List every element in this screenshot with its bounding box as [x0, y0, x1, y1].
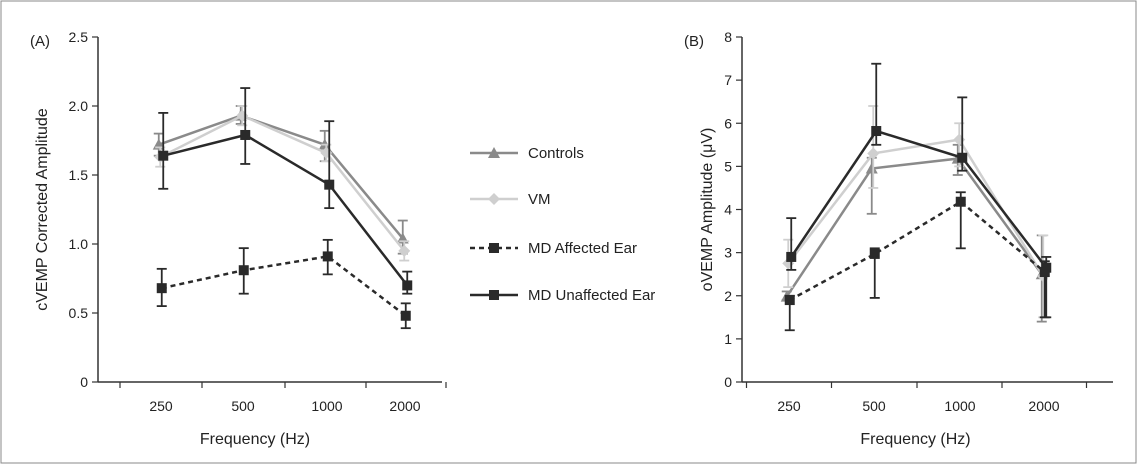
- series-line: [787, 138, 1045, 277]
- series-line: [785, 157, 1043, 298]
- legend-marker: [488, 193, 500, 205]
- data-point: [867, 147, 880, 160]
- series-line: [162, 133, 409, 287]
- y-tick-label: 4: [724, 202, 732, 218]
- legend-item-md-unaffected-ear: MD Unaffected Ear: [470, 287, 655, 304]
- legend-label: MD Affected Ear: [528, 240, 637, 257]
- y-tick-label: 0: [80, 374, 88, 390]
- data-point: [400, 310, 411, 321]
- data-point: [865, 162, 878, 174]
- series-md-unaffected-ear: [158, 87, 413, 295]
- y-tick-label: 8: [724, 29, 732, 45]
- data-point: [158, 150, 169, 161]
- x-tick-label: 500: [862, 398, 886, 414]
- y-tick-label: 2.0: [69, 98, 89, 114]
- series-line: [158, 114, 404, 240]
- y-tick-label: 1.0: [69, 236, 89, 252]
- data-point: [322, 251, 333, 262]
- x-tick-label: 250: [149, 398, 173, 414]
- legend-label: Controls: [528, 145, 584, 162]
- series-md-unaffected-ear: [786, 62, 1052, 319]
- series-controls: [780, 143, 1048, 323]
- legend-label: MD Unaffected Ear: [528, 287, 655, 304]
- y-tick-label: 2: [724, 288, 732, 304]
- legend-item-md-affected-ear: MD Affected Ear: [470, 240, 637, 257]
- series-controls: [152, 105, 409, 255]
- data-point: [156, 283, 167, 294]
- data-point: [784, 295, 795, 306]
- panel-label: (A): [30, 33, 50, 50]
- series-line: [790, 129, 1048, 269]
- legend-item-vm: VM: [470, 191, 551, 208]
- y-tick-label: 6: [724, 115, 732, 131]
- y-tick-label: 0: [724, 374, 732, 390]
- data-point: [398, 244, 411, 257]
- data-point: [1041, 262, 1052, 273]
- y-tick-label: 7: [724, 72, 732, 88]
- series-md-affected-ear: [156, 238, 411, 330]
- legend-item-controls: Controls: [470, 145, 584, 162]
- legend-marker: [488, 147, 500, 158]
- data-point: [240, 129, 251, 140]
- y-tick-label: 2.5: [69, 29, 89, 45]
- panel-label: (B): [684, 33, 704, 50]
- x-tick-label: 2000: [389, 398, 420, 414]
- x-axis-title: Frequency (Hz): [860, 431, 970, 448]
- y-tick-label: 5: [724, 158, 732, 174]
- series-line: [161, 255, 407, 317]
- legend-marker: [489, 290, 499, 300]
- y-tick-label: 0.5: [69, 305, 89, 321]
- data-point: [402, 280, 413, 291]
- y-tick-label: 1.5: [69, 167, 89, 183]
- data-point: [238, 265, 249, 276]
- data-point: [955, 196, 966, 207]
- x-tick-label: 500: [231, 398, 255, 414]
- x-tick-label: 1000: [944, 398, 975, 414]
- y-axis-title: cVEMP Corrected Amplitude: [34, 108, 51, 311]
- y-axis-title: oVEMP Amplitude (μV): [699, 128, 716, 292]
- x-tick-label: 250: [777, 398, 801, 414]
- data-point: [953, 133, 966, 146]
- panel-a: 0 0.5 1.0 1.5 2.0 2.5 250 500 1000 2000 Frequency …: [30, 29, 447, 448]
- x-tick-label: 2000: [1028, 398, 1059, 414]
- y-tick-label: 3: [724, 245, 732, 261]
- series-line: [789, 200, 1046, 302]
- x-tick-label: 1000: [311, 398, 342, 414]
- legend: Controls VM MD Affected Ear MD Unaffected E…: [470, 145, 655, 304]
- data-point: [324, 179, 335, 190]
- legend-marker: [489, 243, 499, 253]
- panel-b: 0 1 2 3 4 5 6 7 8 250 500 1000 2000 Frequency (Hz) oVE…: [684, 29, 1113, 448]
- x-axis-title: Frequency (Hz): [200, 431, 310, 448]
- series-md-affected-ear: [784, 191, 1050, 332]
- legend-label: VM: [528, 191, 551, 208]
- data-point: [957, 152, 968, 163]
- data-point: [871, 126, 882, 137]
- series-line: [159, 114, 406, 252]
- data-point: [869, 248, 880, 259]
- y-tick-label: 1: [724, 331, 732, 347]
- data-point: [786, 251, 797, 262]
